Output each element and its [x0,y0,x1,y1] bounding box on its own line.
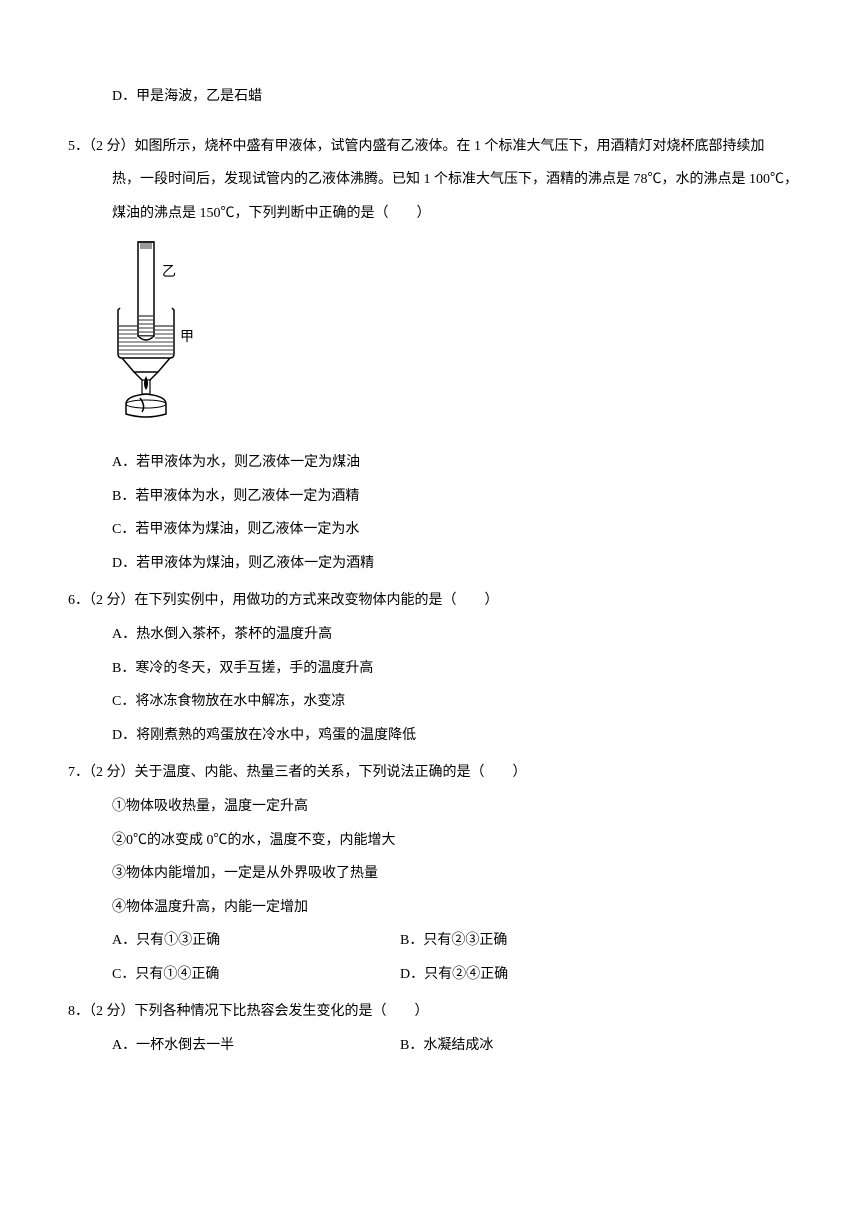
q4-option-d: D．甲是海波，乙是石蜡 [112,80,800,114]
q5-option-a: A．若甲液体为水，则乙液体一定为煤油 [112,446,800,480]
q5-stem-line1: 5．（2 分）如图所示，烧杯中盛有甲液体，试管内盛有乙液体。在 1 个标准大气压… [68,130,800,164]
option-text: A．一杯水倒去一半 [112,1038,234,1053]
beaker-tube-burner-diagram: 乙 甲 [112,236,222,426]
option-text: B．若甲液体为水，则乙液体一定为酒精 [112,489,359,504]
q5-stem-line3: 煤油的沸点是 150℃，下列判断中正确的是（ ） [112,197,800,231]
q5-number: 5．（2 分） [68,139,135,154]
q6-stem: 6．（2 分）在下列实例中，用做功的方式来改变物体内能的是（ ） [68,584,800,618]
q5-text3: 煤油的沸点是 150℃，下列判断中正确的是（ ） [112,206,431,221]
q5-text2: 热，一段时间后，发现试管内的乙液体沸腾。已知 1 个标准大气压下，酒精的沸点是 … [112,172,798,187]
q7-item-3: ③物体内能增加，一定是从外界吸收了热量 [112,857,800,891]
question-6: 6．（2 分）在下列实例中，用做功的方式来改变物体内能的是（ ） A．热水倒入茶… [60,584,800,752]
q7-stem: 7．（2 分）关于温度、内能、热量三者的关系，下列说法正确的是（ ） [68,756,800,790]
q6-option-b: B．寒冷的冬天，双手互搓，手的温度升高 [112,652,800,686]
q8-option-a: A．一杯水倒去一半 [112,1029,400,1063]
q6-number: 6．（2 分） [68,593,135,608]
q5-option-c: C．若甲液体为煤油，则乙液体一定为水 [112,513,800,547]
item-text: ③物体内能增加，一定是从外界吸收了热量 [112,866,378,881]
q7-items: ①物体吸收热量，温度一定升高 ②0℃的冰变成 0℃的水，温度不变，内能增大 ③物… [112,790,800,924]
q6-option-c: C．将冰冻食物放在水中解冻，水变凉 [112,685,800,719]
q7-item-2: ②0℃的冰变成 0℃的水，温度不变，内能增大 [112,824,800,858]
option-text: C．只有①④正确 [112,967,219,982]
q5-stem-line2: 热，一段时间后，发现试管内的乙液体沸腾。已知 1 个标准大气压下，酒精的沸点是 … [112,163,800,197]
label-jia: 甲 [180,330,194,345]
q7-option-a: A．只有①③正确 [112,924,400,958]
q5-option-d: D．若甲液体为煤油，则乙液体一定为酒精 [112,547,800,581]
q6-option-d: D．将刚煮熟的鸡蛋放在冷水中，鸡蛋的温度降低 [112,719,800,753]
option-text: B．水凝结成冰 [400,1038,493,1053]
option-text: A．热水倒入茶杯，茶杯的温度升高 [112,627,332,642]
q7-text: 关于温度、内能、热量三者的关系，下列说法正确的是（ ） [135,765,527,780]
item-text: ①物体吸收热量，温度一定升高 [112,799,308,814]
option-text: B．只有②③正确 [400,933,507,948]
q5-option-b: B．若甲液体为水，则乙液体一定为酒精 [112,480,800,514]
q5-options: A．若甲液体为水，则乙液体一定为煤油 B．若甲液体为水，则乙液体一定为酒精 C．… [112,446,800,580]
option-text: C．若甲液体为煤油，则乙液体一定为水 [112,522,359,537]
option-text: A．只有①③正确 [112,933,220,948]
q7-options: A．只有①③正确 B．只有②③正确 C．只有①④正确 D．只有②④正确 [112,924,800,991]
q8-option-b: B．水凝结成冰 [400,1029,800,1063]
q6-text: 在下列实例中，用做功的方式来改变物体内能的是（ ） [135,593,499,608]
item-text: ④物体温度升高，内能一定增加 [112,900,308,915]
option-text: D．若甲液体为煤油，则乙液体一定为酒精 [112,556,374,571]
q5-figure: 乙 甲 [112,236,800,440]
item-text: ②0℃的冰变成 0℃的水，温度不变，内能增大 [112,833,396,848]
option-text: B．寒冷的冬天，双手互搓，手的温度升高 [112,661,373,676]
q8-text: 下列各种情况下比热容会发生变化的是（ ） [135,1004,429,1019]
option-text: A．若甲液体为水，则乙液体一定为煤油 [112,455,360,470]
question-5: 5．（2 分）如图所示，烧杯中盛有甲液体，试管内盛有乙液体。在 1 个标准大气压… [60,130,800,581]
option-text: D．只有②④正确 [400,967,508,982]
q7-option-d: D．只有②④正确 [400,958,800,992]
q7-option-c: C．只有①④正确 [112,958,400,992]
q6-option-a: A．热水倒入茶杯，茶杯的温度升高 [112,618,800,652]
option-text: D．甲是海波，乙是石蜡 [112,89,262,104]
q7-option-b: B．只有②③正确 [400,924,800,958]
option-text: D．将刚煮熟的鸡蛋放在冷水中，鸡蛋的温度降低 [112,728,416,743]
q8-number: 8．（2 分） [68,1004,135,1019]
question-8: 8．（2 分）下列各种情况下比热容会发生变化的是（ ） A．一杯水倒去一半 B．… [60,995,800,1062]
q8-stem: 8．（2 分）下列各种情况下比热容会发生变化的是（ ） [68,995,800,1029]
label-yi: 乙 [162,264,176,280]
q7-number: 7．（2 分） [68,765,135,780]
q5-text1: 如图所示，烧杯中盛有甲液体，试管内盛有乙液体。在 1 个标准大气压下，用酒精灯对… [135,139,765,154]
q8-options: A．一杯水倒去一半 B．水凝结成冰 [112,1029,800,1063]
q7-item-4: ④物体温度升高，内能一定增加 [112,891,800,925]
q7-item-1: ①物体吸收热量，温度一定升高 [112,790,800,824]
question-7: 7．（2 分）关于温度、内能、热量三者的关系，下列说法正确的是（ ） ①物体吸收… [60,756,800,991]
q6-options: A．热水倒入茶杯，茶杯的温度升高 B．寒冷的冬天，双手互搓，手的温度升高 C．将… [112,618,800,752]
option-text: C．将冰冻食物放在水中解冻，水变凉 [112,694,345,709]
